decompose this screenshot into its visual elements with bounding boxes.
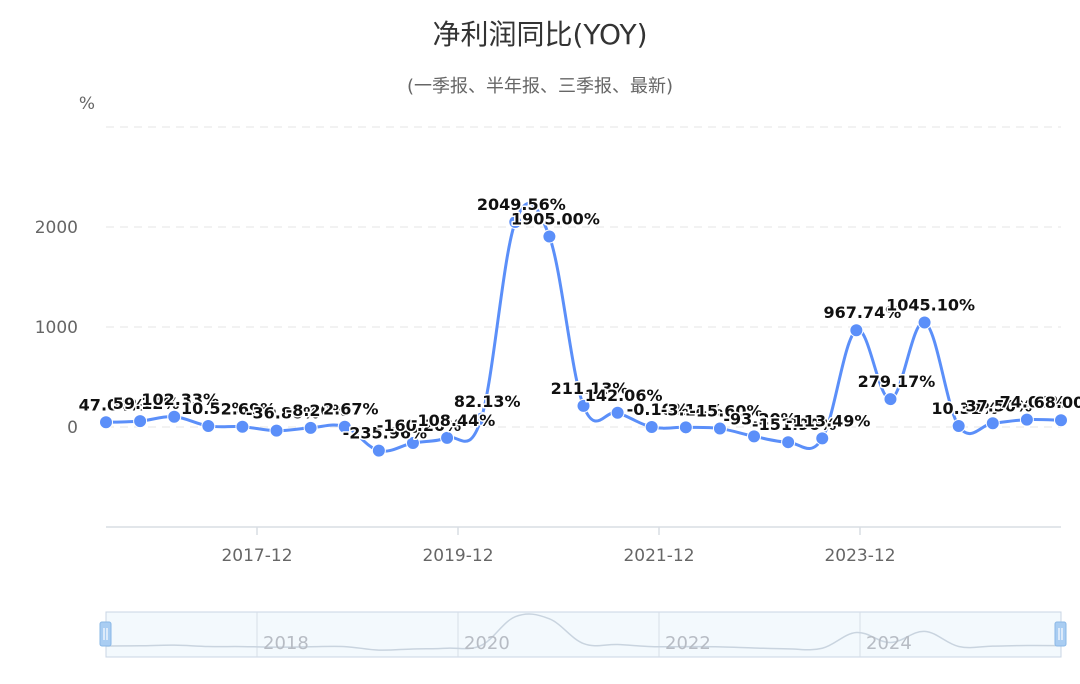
x-tick-label: 2017-12 (221, 546, 292, 566)
data-point[interactable] (371, 443, 386, 458)
data-label: 2.67% (323, 400, 379, 419)
chart-title: 净利润同比(YOY) (432, 18, 647, 51)
data-point[interactable] (167, 409, 182, 424)
data-label: 37.50% (965, 396, 1032, 415)
data-label: 74.00% (1000, 393, 1067, 412)
data-point[interactable] (542, 229, 557, 244)
chart-subtitle: (一季报、半年报、三季报、最新) (407, 76, 673, 97)
data-point[interactable] (576, 398, 591, 413)
navigator-left-handle[interactable] (99, 621, 112, 647)
navigator-background (105, 611, 1062, 658)
data-label: 2.69% (221, 400, 277, 419)
data-point[interactable] (917, 315, 932, 330)
data-label: -36.80% (246, 404, 319, 423)
data-labels: 47.04%59.12%102.33%10.52%2.69%-36.80%-8.… (77, 194, 1080, 445)
data-point[interactable] (269, 423, 284, 438)
data-label: -0.10% (627, 400, 689, 419)
data-point[interactable] (133, 414, 148, 429)
data-point[interactable] (201, 418, 216, 433)
y-tick-label: 0 (67, 418, 78, 438)
data-label: -151.90% (752, 415, 836, 434)
data-label: 10.52% (181, 399, 248, 418)
data-label: 279.17% (858, 372, 936, 391)
data-point[interactable] (1054, 413, 1068, 428)
navigator-label: 2022 (665, 633, 711, 654)
data-point[interactable] (99, 415, 113, 430)
y-tick-label: 2000 (35, 218, 78, 238)
data-points (99, 215, 1068, 458)
data-label: 967.74% (823, 303, 901, 322)
data-label: 211.13% (551, 379, 629, 398)
data-point[interactable] (440, 430, 455, 445)
y-tick-label: 1000 (35, 318, 78, 338)
x-axis: 2017-12 2019-12 2021-12 2023-12 (106, 526, 1061, 566)
range-navigator[interactable]: 2018 2020 2022 2024 (99, 611, 1067, 658)
navigator-mini-line (105, 613, 1062, 651)
data-label: 59.12% (113, 394, 180, 413)
data-point[interactable] (985, 416, 1000, 431)
data-label: -160.20% (377, 416, 461, 435)
y-unit-label: % (79, 94, 95, 114)
data-point[interactable] (644, 420, 659, 435)
navigator-label: 2024 (866, 633, 912, 654)
data-point[interactable] (678, 420, 693, 435)
x-tick-label: 2021-12 (623, 546, 694, 566)
data-label: 47.04% (79, 395, 146, 414)
data-label: 1905.00% (511, 210, 600, 229)
data-point[interactable] (610, 405, 625, 420)
data-label: -3.14% (661, 400, 723, 419)
data-label: -8.20% (286, 401, 348, 420)
data-point[interactable] (303, 420, 318, 435)
navigator-labels: 2018 2020 2022 2024 (263, 633, 912, 654)
data-point[interactable] (747, 429, 762, 444)
data-point[interactable] (951, 418, 966, 433)
data-label: -108.44% (411, 411, 495, 430)
navigator-grid (256, 612, 861, 657)
x-tick-label: 2023-12 (824, 546, 895, 566)
data-point[interactable] (508, 215, 523, 230)
navigator-right-handle[interactable] (1054, 621, 1067, 647)
data-label: 10.32% (931, 399, 998, 418)
data-label: -93.20% (723, 409, 796, 428)
data-point[interactable] (883, 392, 898, 407)
data-label: 68.00% (1034, 393, 1080, 412)
data-point[interactable] (712, 421, 727, 436)
data-label: -235.96% (343, 424, 427, 443)
grid-lines (106, 126, 1061, 428)
data-point[interactable] (405, 436, 420, 451)
data-point[interactable] (849, 323, 864, 338)
data-label: -15.60% (689, 402, 762, 421)
data-label: -113.49% (786, 411, 870, 430)
data-point[interactable] (781, 435, 796, 450)
data-label: 142.06% (585, 386, 663, 405)
y-axis-ticks: 2000 1000 0 (35, 218, 78, 438)
data-label: 1045.10% (886, 295, 975, 314)
navigator-label: 2018 (263, 633, 309, 654)
data-point[interactable] (474, 411, 489, 426)
x-tick-label: 2019-12 (422, 546, 493, 566)
data-point[interactable] (1019, 412, 1034, 427)
navigator-label: 2020 (464, 633, 510, 654)
data-label: 102.33% (141, 390, 219, 409)
data-point[interactable] (815, 431, 830, 446)
data-label: 82.13% (454, 392, 521, 411)
data-point[interactable] (235, 419, 250, 434)
data-point[interactable] (337, 419, 352, 434)
data-label: 2049.56% (477, 195, 566, 214)
